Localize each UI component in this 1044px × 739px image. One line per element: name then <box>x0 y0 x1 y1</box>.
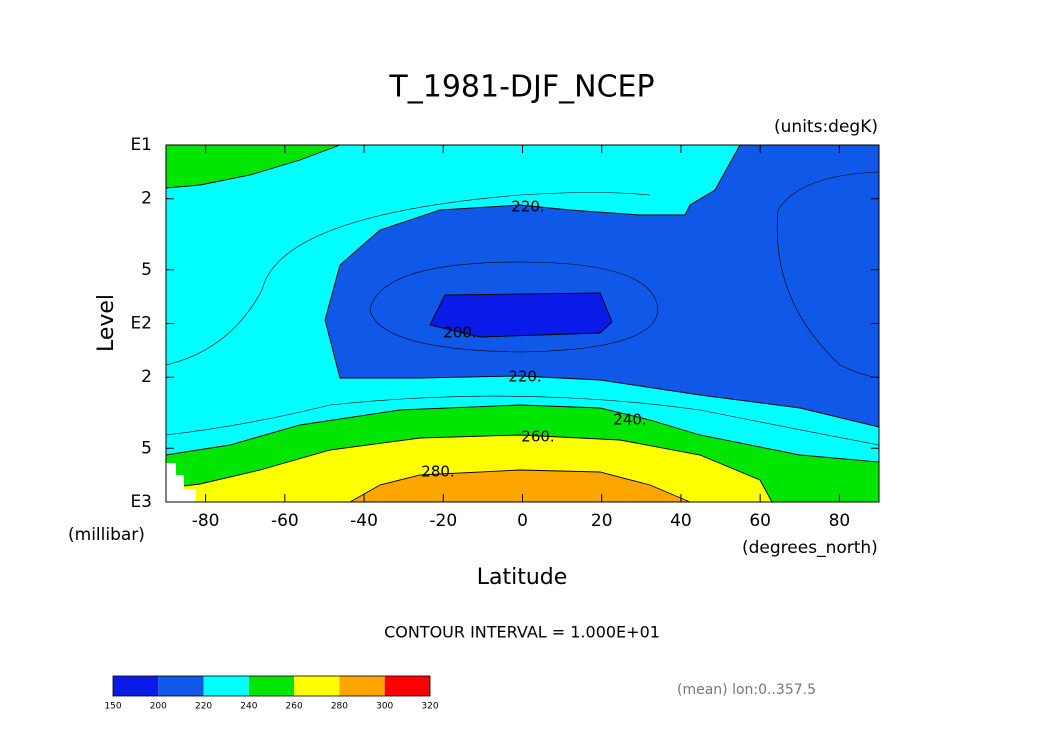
colorbar-label: 150 <box>104 702 121 712</box>
y-tick-label: 5 <box>141 260 152 280</box>
colorbar-label: 200 <box>150 702 167 712</box>
colorbar-label: 320 <box>421 702 438 712</box>
contour-label: 200. <box>443 324 476 342</box>
x-tick-label: -40 <box>350 511 378 531</box>
contour-line <box>165 192 651 366</box>
colorbar-frame <box>112 675 431 697</box>
contour-label: 240. <box>613 411 646 429</box>
colorbar-band <box>113 676 159 696</box>
x-axis-title: Latitude <box>477 565 568 590</box>
colorbar-band <box>203 676 249 696</box>
x-tick-label: -20 <box>429 511 457 531</box>
y-tick-label: E1 <box>130 135 152 155</box>
x-tick-label: 80 <box>829 511 851 531</box>
contour-line <box>776 171 880 379</box>
colorbar-band <box>384 676 430 696</box>
colorbar-band <box>294 676 340 696</box>
contour-field <box>165 144 880 503</box>
contour-interval: CONTOUR INTERVAL = 1.000E+01 <box>384 623 660 642</box>
contour-label: 220. <box>511 198 544 216</box>
y-units: (millibar) <box>68 525 145 545</box>
region <box>324 144 880 428</box>
region <box>348 469 691 503</box>
chart-title: T_1981-DJF_NCEP <box>388 70 654 105</box>
colorbar-label: 240 <box>240 702 257 712</box>
y-tick-label: 5 <box>141 438 152 458</box>
y-tick-label: E2 <box>130 314 152 334</box>
colorbar-label: 260 <box>286 702 303 712</box>
contour-label: 220. <box>508 368 541 386</box>
colorbar-label: 300 <box>376 702 393 712</box>
contour-line <box>165 395 880 446</box>
contour-line <box>369 261 659 353</box>
colorbar-label: 220 <box>195 702 212 712</box>
x-tick-label: 0 <box>517 511 528 531</box>
footnote: (mean) lon:0..357.5 <box>677 682 816 698</box>
contour-label: 260. <box>521 428 554 446</box>
missing-data <box>166 463 196 502</box>
x-tick-label: 20 <box>591 511 613 531</box>
x-tick-label: -80 <box>192 511 220 531</box>
y-axis-title: Level <box>94 294 119 352</box>
x-tick-label: 60 <box>749 511 771 531</box>
colorbar-band <box>339 676 385 696</box>
y-tick-label: 2 <box>141 189 152 209</box>
x-units: (degrees_north) <box>742 538 878 558</box>
units-label: (units:degK) <box>774 117 878 137</box>
x-tick-label: 40 <box>670 511 692 531</box>
y-tick-label: 2 <box>141 367 152 387</box>
y-tick-label: E3 <box>130 492 152 512</box>
colorbar-band <box>158 676 204 696</box>
x-tick-label: -60 <box>271 511 299 531</box>
contour-label: 280. <box>421 463 454 481</box>
region <box>429 292 613 338</box>
colorbar-label: 280 <box>331 702 348 712</box>
colorbar-band <box>248 676 295 696</box>
